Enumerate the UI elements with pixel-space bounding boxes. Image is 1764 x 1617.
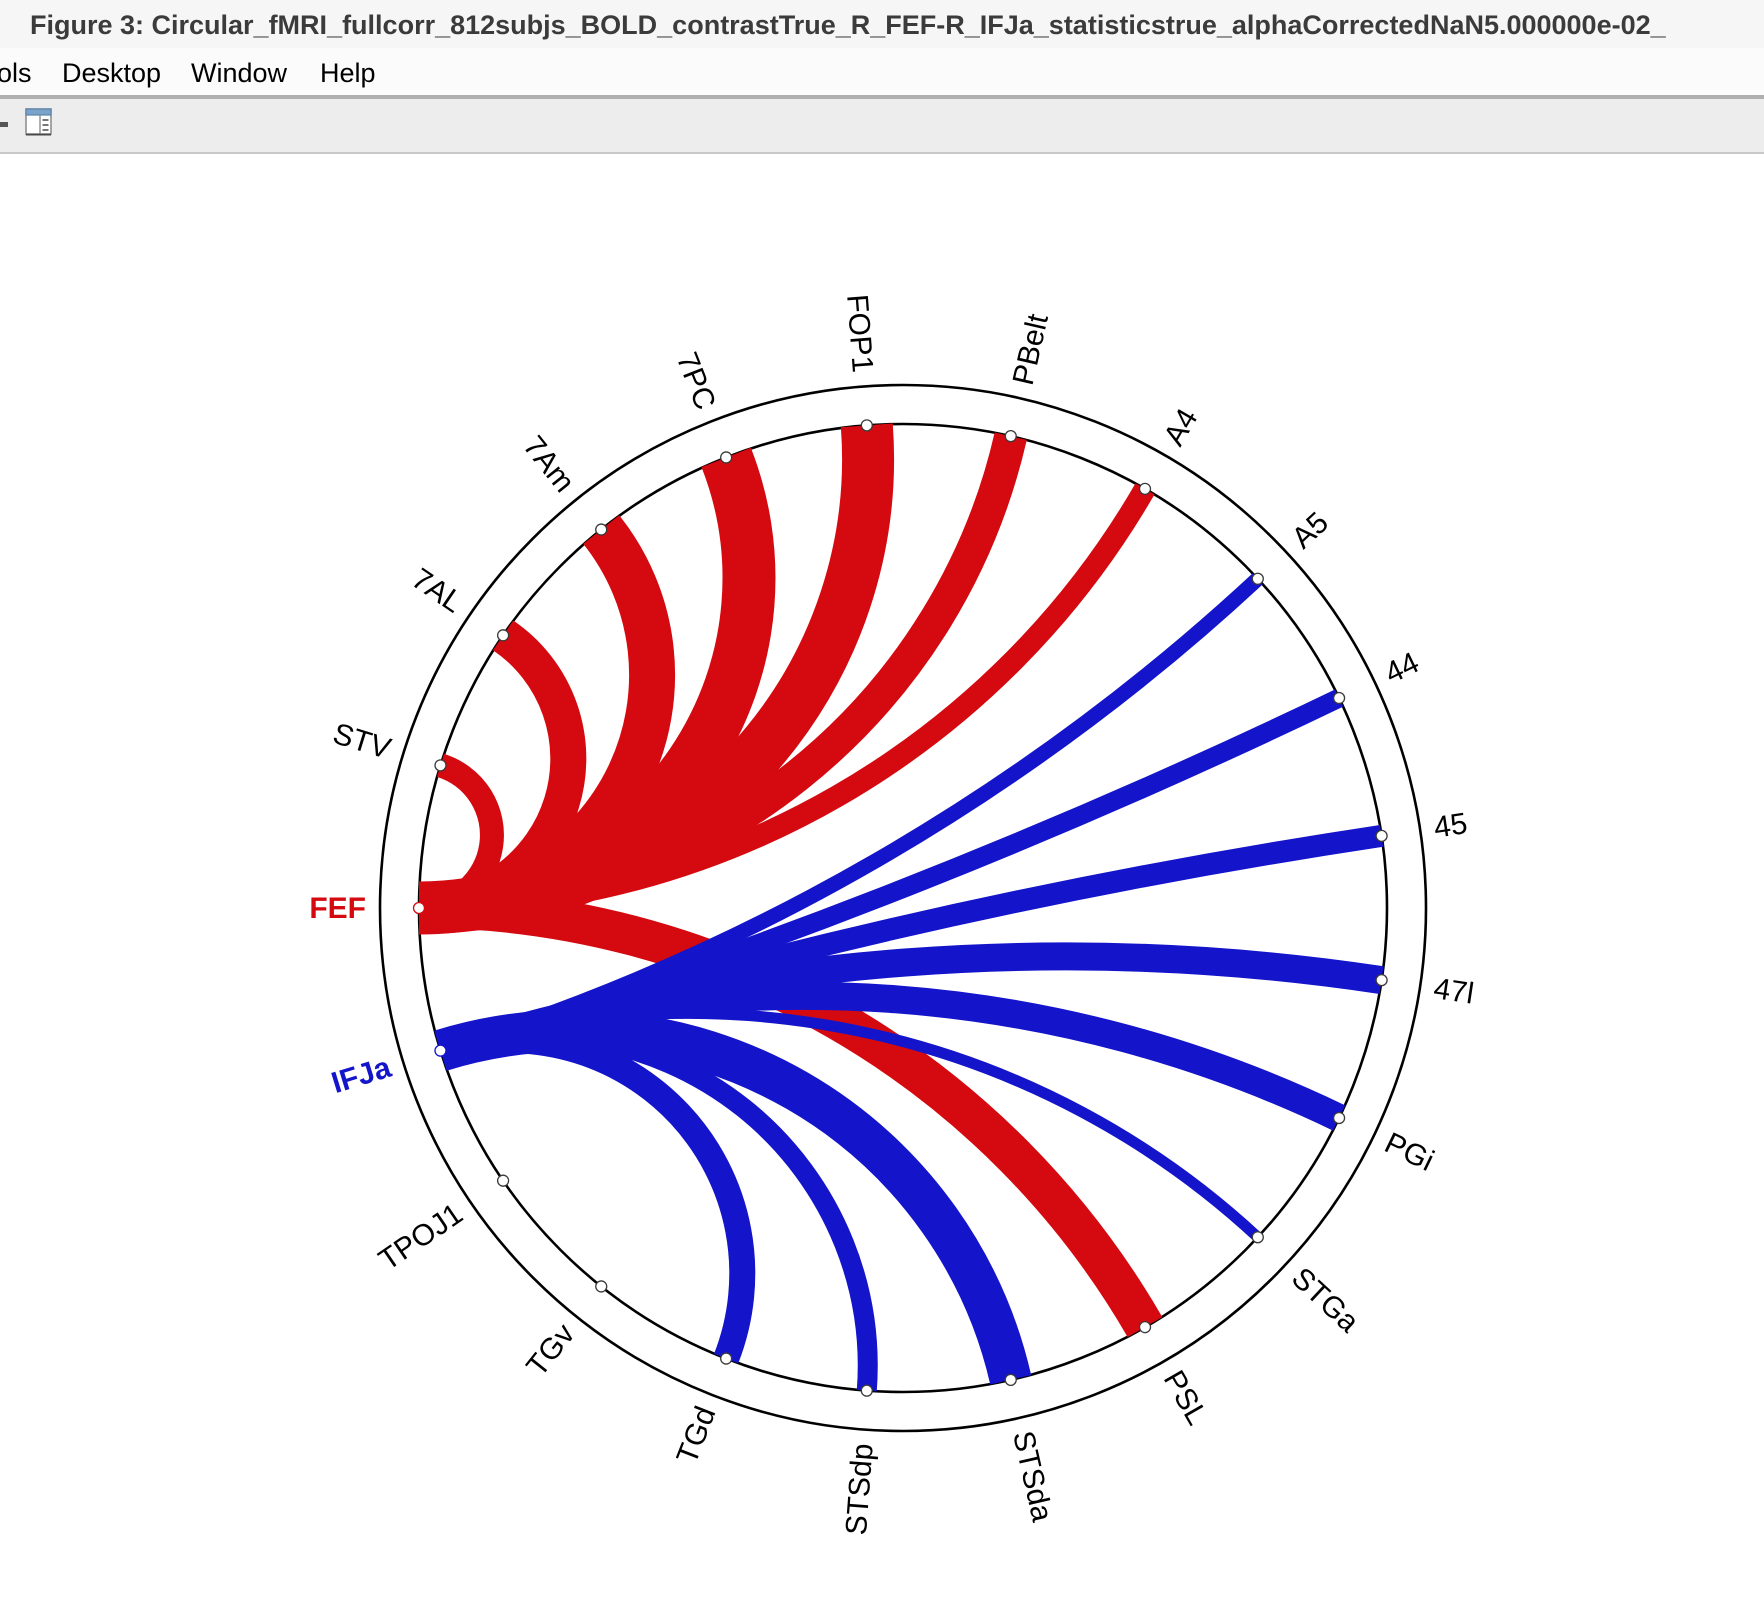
toolbar [0, 99, 1764, 154]
node-label-A4: A4 [1158, 403, 1205, 451]
node-label-A5: A5 [1286, 506, 1335, 555]
window-title-bar: Figure 3: Circular_fMRI_fullcorr_812subj… [0, 0, 1764, 49]
node-label-FEF: FEF [309, 892, 366, 925]
menu-item-help[interactable]: Help [320, 58, 376, 88]
node-marker-STSdp [860, 1384, 873, 1397]
node-label-45: 45 [1432, 807, 1470, 845]
node-marker-STGa [1251, 1231, 1264, 1244]
menu-item-tools-partial[interactable]: ols [0, 58, 32, 88]
circular-chord-diagram: FEF STV 7AL 7Am 7PC FOP1 PBelt A4 A5 44 45 47l PGi ST… [309, 293, 1476, 1536]
chord-IFJa-TGd [436, 1027, 756, 1364]
node-label-PBelt: PBelt [1007, 310, 1055, 388]
node-label-STGa: STGa [1285, 1261, 1365, 1339]
node-marker-TGv [595, 1280, 608, 1293]
node-label-PSL: PSL [1157, 1365, 1214, 1431]
node-label-IFJa: IFJa [328, 1051, 395, 1100]
menu-bar: ols Desktop Window Help [0, 48, 1764, 95]
chord-FEF-PSL [418, 888, 1163, 1338]
node-label-TGd: TGd [670, 1402, 722, 1468]
outer-ring [378, 383, 1428, 1433]
node-marker-STV [434, 759, 447, 772]
node-label-STV: STV [329, 717, 394, 766]
node-marker-IFJa [434, 1044, 447, 1057]
node-label-PGi: PGi [1380, 1126, 1439, 1177]
node-marker-TGd [720, 1352, 733, 1365]
node-label-STSda: STSda [1006, 1428, 1059, 1525]
menu-item-desktop[interactable]: Desktop [62, 58, 162, 88]
chord-FEF-A4 [418, 483, 1155, 919]
node-label-7PC: 7PC [670, 348, 722, 414]
node-marker-PSL [1138, 1321, 1152, 1334]
node-marker-7Am [595, 523, 608, 536]
node-marker-PGi [1332, 1111, 1346, 1125]
node-marker-FEF [412, 901, 426, 915]
node-label-47l: 47l [1431, 972, 1476, 1011]
node-label-TPOJ1: TPOJ1 [373, 1197, 469, 1277]
node-marker-7AL [496, 629, 510, 642]
node-label-TGv: TGv [520, 1318, 581, 1383]
menu-item-window[interactable]: Window [191, 58, 288, 88]
node-marker-7PC [720, 451, 733, 464]
node-marker-STSda [1004, 1373, 1017, 1387]
window-title: Figure 3: Circular_fMRI_fullcorr_812subj… [30, 10, 1666, 40]
node-marker-A5 [1251, 572, 1264, 585]
node-marker-47l [1375, 973, 1388, 987]
node-label-STSdp: STSdp [840, 1442, 880, 1536]
node-marker-44 [1332, 691, 1346, 705]
menu-toolbar-separator [0, 95, 1764, 99]
node-marker-45 [1375, 829, 1388, 843]
node-marker-PBelt [1004, 429, 1017, 443]
partial-icon-fragment [0, 122, 8, 127]
node-label-FOP1: FOP1 [840, 293, 879, 374]
dock-figure-icon[interactable] [25, 108, 53, 136]
node-marker-A4 [1138, 482, 1152, 495]
figure-canvas: FEF STV 7AL 7Am 7PC FOP1 PBelt A4 A5 44 45 47l PGi ST… [0, 154, 1764, 1612]
node-label-7Am: 7Am [517, 430, 581, 499]
node-label-44: 44 [1380, 646, 1424, 690]
node-label-7AL: 7AL [406, 562, 469, 619]
node-marker-FOP1 [860, 419, 873, 432]
node-marker-TPOJ1 [496, 1174, 510, 1187]
